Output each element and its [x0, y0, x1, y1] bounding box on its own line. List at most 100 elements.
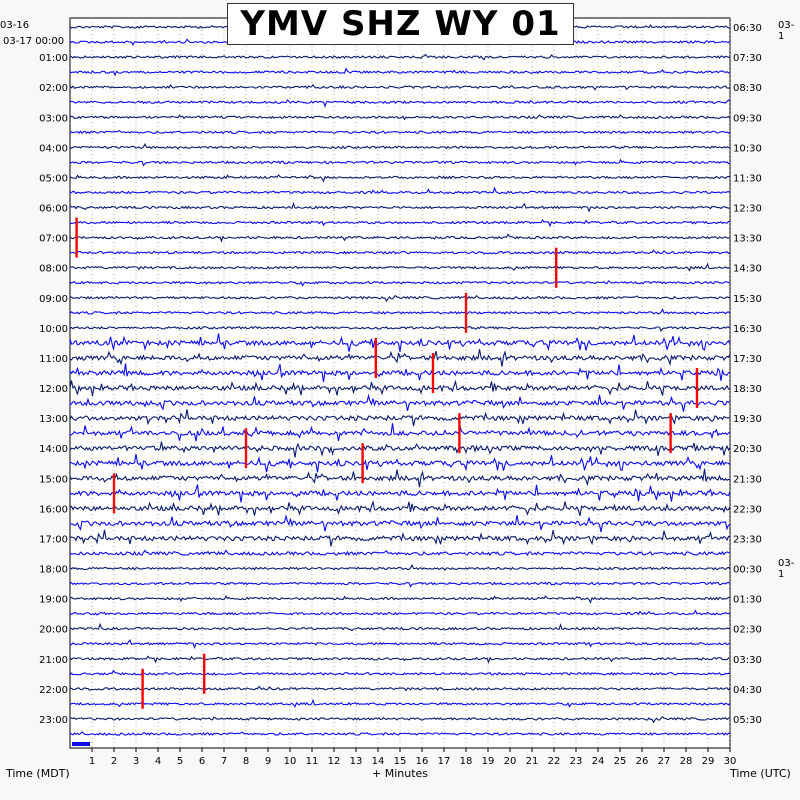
- right-time-label: 19:30: [733, 414, 762, 425]
- x-tick-label: 5: [177, 756, 183, 767]
- right-time-label: 00:30: [733, 565, 762, 576]
- left-time-label: 22:00: [39, 685, 68, 696]
- left-date-label-top: 03-16: [0, 20, 30, 31]
- x-tick-label: 24: [592, 756, 605, 767]
- trace-row: [69, 669, 731, 677]
- right-time-label: 04:30: [733, 685, 762, 696]
- x-tick-label: 15: [394, 756, 407, 767]
- trace-row: [69, 563, 731, 571]
- left-time-label: 20:00: [39, 625, 68, 636]
- left-time-labels: 01:00 02:00 03:00 04:00 05:00 06:00 07:00 08:00…: [39, 53, 68, 726]
- trace-row: [69, 186, 731, 195]
- x-tick-label: 6: [199, 756, 205, 767]
- trace-row: [69, 453, 731, 473]
- left-axis-label: Time (MDT): [6, 767, 70, 780]
- event-mark: [458, 413, 461, 454]
- left-time-label: 06:00: [39, 204, 68, 215]
- right-time-label: 22:30: [733, 504, 762, 515]
- trace-row: [69, 114, 731, 121]
- right-axis-label: Time (UTC): [730, 767, 791, 780]
- trace-row: [69, 67, 731, 77]
- right-time-label: 21:30: [733, 474, 762, 485]
- red-event-marks: [75, 217, 699, 709]
- trace-row: [69, 423, 731, 442]
- trace-row: [69, 698, 731, 708]
- right-time-label: 09:30: [733, 113, 762, 124]
- x-tick-label: 21: [526, 756, 539, 767]
- trace-row: [69, 484, 731, 503]
- trace-row: [69, 594, 731, 604]
- trace-row: [69, 53, 731, 61]
- trace-row: [69, 201, 731, 213]
- left-time-label: 16:00: [39, 504, 68, 515]
- left-time-label: 09:00: [39, 294, 68, 305]
- left-time-label: 21:00: [39, 655, 68, 666]
- x-tick-label: 7: [221, 756, 227, 767]
- x-tick-label: 17: [438, 756, 451, 767]
- trace-row: [69, 379, 731, 397]
- trace-row: [69, 325, 731, 333]
- left-time-label: 05:00: [39, 173, 68, 184]
- x-tick-label: 19: [482, 756, 495, 767]
- x-tick-label: 11: [306, 756, 319, 767]
- x-tick-label: 26: [636, 756, 649, 767]
- right-time-labels: 06:30 07:30 08:30 09:30 10:30 11:30 12:30 13:30…: [733, 23, 762, 726]
- scale-bar: [72, 742, 90, 746]
- chart-title: YMV SHZ WY 01: [240, 4, 561, 44]
- event-mark: [75, 217, 78, 258]
- x-tick-label: 23: [570, 756, 583, 767]
- right-time-label: 12:30: [733, 204, 762, 215]
- x-tick-label: 9: [265, 756, 271, 767]
- event-mark: [361, 443, 364, 484]
- left-time-label: 17:00: [39, 534, 68, 545]
- trace-row: [69, 129, 731, 135]
- x-tick-label: 13: [350, 756, 363, 767]
- left-time-label: 12:00: [39, 384, 68, 395]
- right-time-label: 10:30: [733, 143, 762, 154]
- left-time-label: 18:00: [39, 565, 68, 576]
- trace-row: [69, 349, 731, 367]
- left-time-label: 15:00: [39, 474, 68, 485]
- x-tick-label: 25: [614, 756, 627, 767]
- event-mark: [203, 653, 206, 694]
- x-tick-label: 16: [416, 756, 429, 767]
- trace-row: [69, 142, 731, 150]
- trace-row: [69, 639, 731, 649]
- event-mark: [695, 368, 699, 408]
- trace-row: [69, 333, 731, 353]
- trace-row: [69, 549, 731, 557]
- x-tick-label: 3: [133, 756, 139, 767]
- x-axis-ticks: 1 2 3 4 5 6 7 8 9 10 11 12 13 14 15 16 17 18 19 20 21 22 23 24 2…: [89, 748, 736, 767]
- right-time-label: 17:30: [733, 354, 762, 365]
- chart-title-box: YMV SHZ WY 01: [227, 3, 574, 45]
- left-time-label: 23:00: [39, 715, 68, 726]
- left-time-label: 19:00: [39, 595, 68, 606]
- x-tick-label: 28: [680, 756, 693, 767]
- left-time-label: 14:00: [39, 444, 68, 455]
- right-time-label: 03:30: [733, 655, 762, 666]
- trace-row: [69, 685, 731, 692]
- x-tick-label: 10: [284, 756, 297, 767]
- trace-row: [69, 308, 731, 316]
- right-time-label: 05:30: [733, 715, 762, 726]
- trace-row: [69, 294, 731, 303]
- right-time-label: 23:30: [733, 534, 762, 545]
- x-tick-label: 14: [372, 756, 385, 767]
- trace-row: [69, 441, 731, 458]
- trace-row: [69, 581, 731, 588]
- event-mark: [374, 337, 377, 378]
- x-axis-label: + Minutes: [372, 767, 429, 780]
- event-mark: [669, 413, 672, 454]
- trace-row: [69, 158, 730, 167]
- right-time-label: 01:30: [733, 595, 762, 606]
- right-time-label: 11:30: [733, 173, 762, 184]
- right-time-label: 20:30: [733, 444, 762, 455]
- left-time-label: 04:00: [39, 143, 68, 154]
- right-time-label: 08:30: [733, 83, 762, 94]
- left-time-label: 03:00: [39, 113, 68, 124]
- x-tick-label: 8: [243, 756, 249, 767]
- trace-row: [69, 622, 731, 632]
- right-time-label: 06:30: [733, 23, 762, 34]
- trace-row: [69, 499, 731, 516]
- x-tick-label: 4: [155, 756, 161, 767]
